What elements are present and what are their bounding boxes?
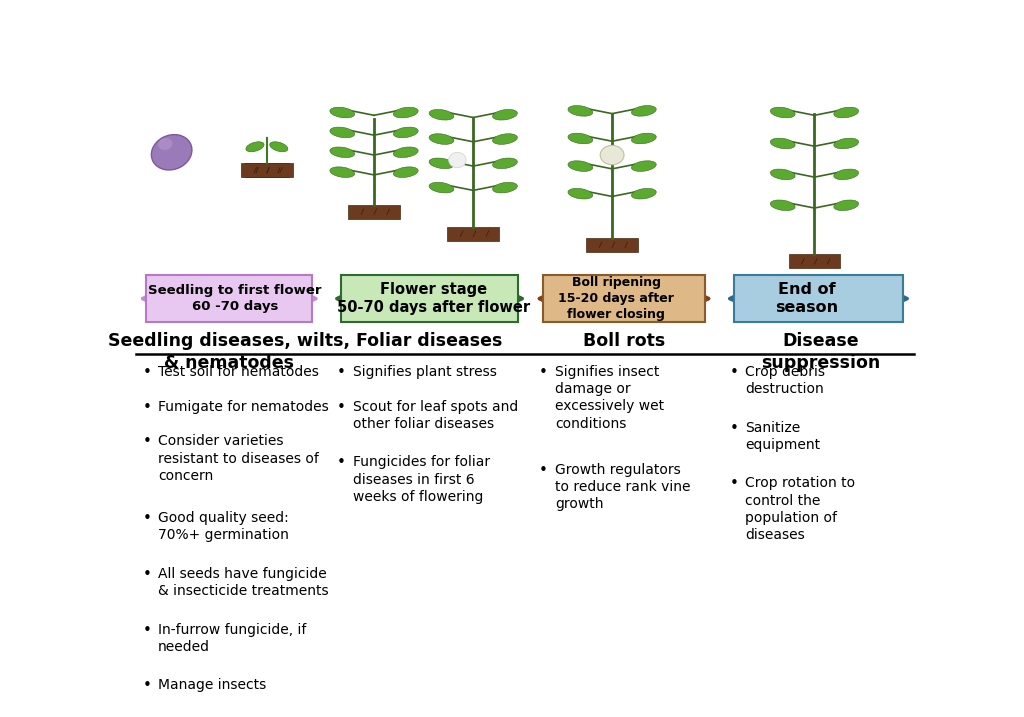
Ellipse shape bbox=[632, 161, 656, 171]
Text: Scout for leaf spots and
other foliar diseases: Scout for leaf spots and other foliar di… bbox=[352, 399, 518, 431]
Text: •: • bbox=[142, 435, 152, 450]
Ellipse shape bbox=[834, 169, 858, 180]
Text: Sanitize
equipment: Sanitize equipment bbox=[745, 421, 820, 452]
FancyBboxPatch shape bbox=[341, 275, 518, 322]
Ellipse shape bbox=[493, 134, 517, 144]
Ellipse shape bbox=[246, 142, 264, 152]
Text: •: • bbox=[337, 455, 345, 470]
Ellipse shape bbox=[632, 105, 656, 116]
Text: Crop rotation to
control the
population of
diseases: Crop rotation to control the population … bbox=[745, 476, 855, 542]
Text: •: • bbox=[539, 365, 548, 380]
Text: •: • bbox=[142, 511, 152, 526]
Ellipse shape bbox=[429, 158, 454, 168]
Ellipse shape bbox=[393, 127, 418, 138]
FancyBboxPatch shape bbox=[447, 227, 499, 241]
Text: Disease
suppression: Disease suppression bbox=[761, 332, 880, 372]
Text: End of
season: End of season bbox=[775, 282, 838, 315]
Ellipse shape bbox=[330, 108, 354, 118]
Ellipse shape bbox=[152, 135, 191, 170]
Ellipse shape bbox=[632, 189, 656, 199]
Text: Seedling to first flower
60 -70 days: Seedling to first flower 60 -70 days bbox=[148, 284, 322, 313]
Text: Crop debris
destruction: Crop debris destruction bbox=[745, 365, 825, 397]
Text: Manage insects: Manage insects bbox=[158, 678, 266, 693]
FancyBboxPatch shape bbox=[241, 163, 293, 177]
Text: Fumigate for nematodes: Fumigate for nematodes bbox=[158, 399, 329, 414]
Text: All seeds have fungicide
& insecticide treatments: All seeds have fungicide & insecticide t… bbox=[158, 567, 329, 598]
Ellipse shape bbox=[568, 105, 593, 116]
Ellipse shape bbox=[770, 169, 795, 180]
Text: In-furrow fungicide, if
needed: In-furrow fungicide, if needed bbox=[158, 622, 306, 654]
Ellipse shape bbox=[770, 108, 795, 118]
Ellipse shape bbox=[493, 158, 517, 168]
FancyBboxPatch shape bbox=[587, 238, 638, 252]
Text: Boll ripening
15-20 days after
flower closing: Boll ripening 15-20 days after flower cl… bbox=[558, 276, 674, 321]
Text: Good quality seed:
70%+ germination: Good quality seed: 70%+ germination bbox=[158, 511, 289, 543]
Ellipse shape bbox=[330, 147, 354, 158]
Ellipse shape bbox=[493, 110, 517, 120]
Ellipse shape bbox=[429, 182, 454, 193]
Text: Growth regulators
to reduce rank vine
growth: Growth regulators to reduce rank vine gr… bbox=[555, 462, 690, 511]
Ellipse shape bbox=[493, 182, 517, 193]
Text: Flower stage
50-70 days after flower: Flower stage 50-70 days after flower bbox=[337, 282, 530, 315]
Ellipse shape bbox=[834, 200, 858, 211]
FancyBboxPatch shape bbox=[543, 275, 705, 322]
Text: •: • bbox=[142, 622, 152, 637]
Ellipse shape bbox=[393, 147, 418, 158]
Text: •: • bbox=[142, 678, 152, 693]
Text: •: • bbox=[142, 365, 152, 380]
FancyBboxPatch shape bbox=[146, 275, 312, 322]
Text: Consider varieties
resistant to diseases of
concern: Consider varieties resistant to diseases… bbox=[158, 435, 319, 483]
Ellipse shape bbox=[568, 189, 593, 199]
Text: •: • bbox=[142, 399, 152, 414]
Text: •: • bbox=[337, 399, 345, 414]
Ellipse shape bbox=[158, 138, 173, 150]
Ellipse shape bbox=[330, 127, 354, 138]
Ellipse shape bbox=[393, 108, 418, 118]
Ellipse shape bbox=[770, 138, 795, 148]
Ellipse shape bbox=[449, 152, 466, 168]
Ellipse shape bbox=[632, 133, 656, 144]
Ellipse shape bbox=[770, 200, 795, 211]
FancyBboxPatch shape bbox=[733, 275, 903, 322]
Ellipse shape bbox=[393, 167, 418, 178]
FancyBboxPatch shape bbox=[788, 255, 841, 268]
Text: Fungicides for foliar
diseases in first 6
weeks of flowering: Fungicides for foliar diseases in first … bbox=[352, 455, 489, 504]
Ellipse shape bbox=[429, 134, 454, 144]
Ellipse shape bbox=[568, 161, 593, 171]
FancyBboxPatch shape bbox=[348, 205, 399, 219]
Ellipse shape bbox=[834, 138, 858, 148]
Text: •: • bbox=[142, 567, 152, 582]
Ellipse shape bbox=[269, 142, 288, 152]
FancyBboxPatch shape bbox=[245, 163, 289, 177]
Text: Boll rots: Boll rots bbox=[583, 332, 666, 350]
Ellipse shape bbox=[330, 167, 354, 178]
Ellipse shape bbox=[600, 146, 624, 165]
Text: Seedling diseases, wilts,
& nematodes: Seedling diseases, wilts, & nematodes bbox=[109, 332, 350, 372]
Text: •: • bbox=[729, 421, 738, 436]
Text: Foliar diseases: Foliar diseases bbox=[356, 332, 503, 350]
Ellipse shape bbox=[568, 133, 593, 144]
Ellipse shape bbox=[429, 110, 454, 120]
Text: Signifies insect
damage or
excessively wet
conditions: Signifies insect damage or excessively w… bbox=[555, 365, 665, 431]
Text: •: • bbox=[539, 462, 548, 478]
Text: Test soil for nematodes: Test soil for nematodes bbox=[158, 365, 319, 379]
Text: •: • bbox=[729, 476, 738, 491]
Text: •: • bbox=[337, 365, 345, 380]
Text: Signifies plant stress: Signifies plant stress bbox=[352, 365, 497, 379]
Text: •: • bbox=[729, 365, 738, 380]
Ellipse shape bbox=[834, 108, 858, 118]
